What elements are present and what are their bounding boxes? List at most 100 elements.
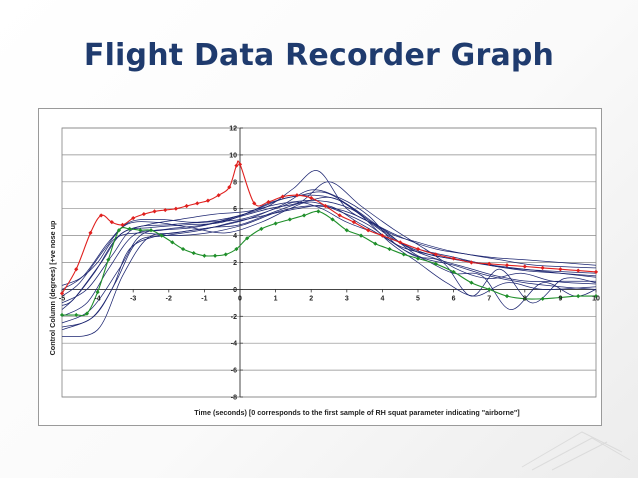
reference-series-line (61, 170, 597, 324)
series-point (522, 264, 527, 269)
x-tick-label: 10 (592, 295, 600, 302)
series-point (195, 201, 200, 206)
series-point (344, 228, 349, 233)
series-point (358, 233, 364, 238)
series-point (202, 253, 207, 258)
x-tick-label: 4 (380, 295, 384, 302)
x-tick-label: 0 (238, 295, 242, 302)
x-tick-label: -3 (130, 295, 136, 302)
series-point (576, 268, 581, 273)
axis-layer (61, 127, 597, 398)
series-point (323, 203, 328, 209)
series-point (184, 203, 189, 209)
series-point (451, 256, 456, 261)
y-tick-label: 2 (233, 260, 237, 267)
series-point (148, 228, 154, 233)
series-point (469, 280, 474, 285)
series-point (259, 226, 264, 231)
series-point (88, 230, 93, 236)
series-point (337, 213, 342, 218)
series-point (522, 296, 527, 301)
x-tick-label: 1 (274, 295, 278, 302)
y-tick-label: -2 (231, 314, 237, 321)
series-point (373, 241, 378, 246)
series-point (173, 206, 179, 211)
series-point (205, 198, 211, 203)
y-tick-label: 0 (233, 287, 237, 294)
series-point (301, 213, 307, 218)
series-point (316, 209, 321, 214)
x-tick-label: 9 (558, 295, 562, 302)
series-point (116, 228, 122, 233)
series-point (141, 211, 146, 217)
series-point (380, 233, 385, 238)
series-point (95, 289, 100, 295)
y-tick-label: -6 (231, 368, 237, 375)
series-point (152, 209, 157, 214)
series-point (593, 294, 599, 299)
x-tick-label: -1 (201, 295, 207, 302)
highlight-series-line (61, 210, 597, 317)
series-point (163, 207, 168, 213)
highlight-series-line (61, 160, 597, 294)
series-point (330, 217, 335, 222)
decorative-corner-graphic (521, 431, 631, 471)
series-point (216, 193, 221, 198)
series-point (504, 263, 510, 268)
series-point (170, 240, 175, 245)
series-point (415, 246, 421, 252)
reference-series-line (61, 201, 597, 297)
series-point (540, 296, 545, 301)
series-point (504, 294, 510, 299)
series-point (387, 246, 392, 252)
y-tick-label: 12 (229, 126, 237, 133)
series-point (99, 213, 104, 218)
series-point (131, 216, 136, 221)
series-point (223, 252, 228, 257)
x-axis-title: Time (seconds) [0 corresponds to the fir… (194, 408, 519, 417)
x-tick-label: 2 (309, 295, 313, 302)
x-tick-label: 3 (345, 295, 349, 302)
series-layer (59, 160, 599, 337)
series-point (237, 162, 243, 167)
series-point (576, 294, 581, 299)
series-point (366, 228, 371, 233)
reference-series-line (61, 191, 597, 290)
series-point (180, 246, 186, 252)
series-point (351, 220, 357, 225)
series-point (287, 217, 292, 222)
series-point (401, 252, 406, 257)
y-tick-label: 10 (229, 152, 237, 159)
x-tick-label: 8 (523, 295, 527, 302)
reference-series-line (61, 200, 596, 306)
x-tick-label: 5 (416, 295, 420, 302)
series-point (558, 267, 563, 272)
x-tick-label: 6 (452, 295, 456, 302)
series-point (487, 287, 492, 292)
series-point (469, 260, 474, 265)
y-axis-title: Control Column (degrees) [+ve nose up (48, 220, 57, 355)
series-point (191, 250, 196, 256)
chart-frame: 12 10 8 6 4 2 0 -2 -4 -6 -8 -5 -4 -3 -2 -1 0 1 2 3 4 5 6 7 8 9 10 … (38, 108, 602, 426)
x-tick-label: -4 (94, 295, 100, 302)
series-point (398, 240, 403, 245)
series-point (234, 163, 239, 168)
series-point (294, 193, 300, 198)
reference-series-line (61, 204, 597, 331)
series-point (540, 265, 545, 270)
series-point (451, 269, 456, 275)
reference-series-line (61, 196, 597, 337)
x-tick-label: -5 (59, 295, 65, 302)
x-tick-label: -2 (166, 295, 172, 302)
series-point (109, 220, 114, 225)
y-tick-label: 8 (233, 179, 237, 186)
series-point (252, 201, 257, 206)
series-point (433, 252, 438, 257)
series-point (59, 291, 65, 296)
series-point (280, 194, 285, 199)
series-point (234, 246, 239, 252)
series-point (245, 236, 250, 241)
y-tick-label: -8 (231, 395, 237, 402)
